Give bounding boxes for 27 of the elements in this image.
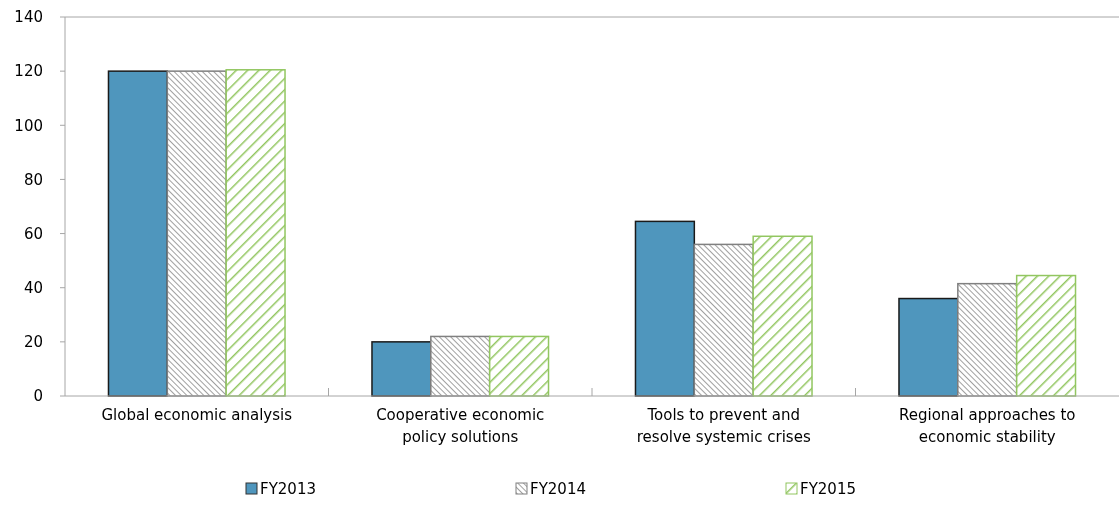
bar xyxy=(693,243,754,397)
bar xyxy=(225,69,286,397)
y-tick-label: 20 xyxy=(23,333,43,352)
bar xyxy=(430,335,491,397)
x-tick-label: Global economic analysis xyxy=(101,406,293,424)
bar xyxy=(371,341,432,397)
legend-label: FY2015 xyxy=(800,480,856,498)
bar xyxy=(166,70,227,397)
bar xyxy=(957,282,1018,397)
bar xyxy=(1015,274,1077,397)
bar xyxy=(752,235,813,397)
y-tick-label: 100 xyxy=(14,116,43,135)
bar xyxy=(634,220,696,397)
legend-label: FY2014 xyxy=(530,480,586,498)
bar xyxy=(488,335,550,397)
x-tick-label: Tools to prevent and resolve systemic crises xyxy=(636,406,811,446)
bar xyxy=(898,297,959,397)
y-tick-label: 80 xyxy=(23,170,43,189)
y-tick-label: 0 xyxy=(33,387,43,406)
x-tick-label: Regional approaches to economic stability xyxy=(898,406,1076,446)
x-tick-label: Cooperative economic policy solutions xyxy=(376,406,545,446)
bar xyxy=(107,70,169,397)
y-tick-label: 120 xyxy=(14,62,43,81)
y-tick-label: 140 xyxy=(14,8,43,27)
legend-label: FY2013 xyxy=(260,480,316,498)
y-tick-label: 40 xyxy=(23,278,43,297)
y-tick-label: 60 xyxy=(23,224,43,243)
